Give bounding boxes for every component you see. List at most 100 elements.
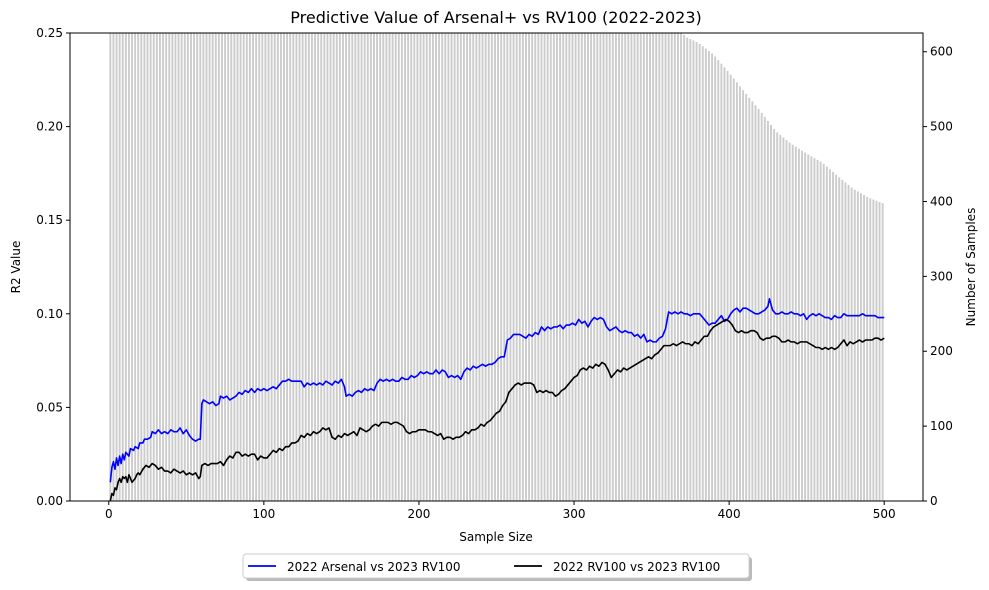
sample-bar <box>773 129 776 501</box>
sample-bar <box>562 33 565 501</box>
sample-bar <box>487 33 490 501</box>
sample-bar <box>866 196 869 501</box>
sample-bar <box>276 33 279 501</box>
sample-bar <box>382 33 385 501</box>
sample-bar <box>782 137 785 501</box>
sample-bar <box>373 33 375 501</box>
sample-bar <box>332 33 335 501</box>
sample-bar <box>611 33 614 501</box>
sample-bar <box>407 33 410 501</box>
sample-bar <box>298 33 301 501</box>
sample-bar <box>295 33 298 501</box>
sample-bar <box>776 132 779 501</box>
sample-bar <box>360 33 363 501</box>
sample-bar <box>797 148 800 501</box>
x-tick-label: 500 <box>873 507 896 521</box>
sample-bar <box>385 33 388 501</box>
sample-bar <box>326 33 329 501</box>
sample-bar <box>397 33 400 501</box>
sample-bar <box>475 33 478 501</box>
sample-bar <box>490 33 493 501</box>
sample-bar <box>317 33 320 501</box>
sample-bar <box>481 33 484 501</box>
sample-bar <box>546 33 549 501</box>
y2-tick-label: 600 <box>930 45 953 59</box>
sample-bar <box>124 33 127 501</box>
sample-bar <box>506 33 509 501</box>
sample-bar <box>794 146 797 502</box>
sample-bar <box>590 33 593 501</box>
y2-tick-label: 200 <box>930 344 953 358</box>
sample-bar <box>515 33 518 501</box>
sample-bar <box>413 33 416 501</box>
sample-bar <box>636 33 639 501</box>
sample-bar <box>673 33 676 501</box>
sample-bar <box>503 33 506 501</box>
sample-bar <box>270 33 273 501</box>
sample-bar <box>856 191 859 501</box>
sample-bar <box>528 33 531 501</box>
sample-bar <box>357 33 360 501</box>
sample-bar <box>314 33 316 501</box>
sample-bar <box>462 33 465 501</box>
sample-bar <box>351 33 354 501</box>
sample-bar <box>766 120 769 501</box>
sample-bar <box>118 33 121 501</box>
sample-bar <box>698 43 701 502</box>
sample-bar <box>614 33 617 501</box>
sample-bar <box>701 46 704 501</box>
sample-bar <box>354 33 357 501</box>
sample-bar <box>165 33 168 501</box>
sample-bar <box>580 33 583 501</box>
sample-bar <box>779 134 782 501</box>
sample-bar <box>438 33 441 501</box>
sample-bar <box>453 33 456 501</box>
sample-bar <box>205 33 208 501</box>
sample-bar <box>217 33 220 501</box>
sample-bar <box>190 33 192 501</box>
sample-bar <box>723 67 726 502</box>
sample-bar <box>630 33 633 501</box>
sample-bar <box>655 33 658 501</box>
sample-bar <box>335 33 338 501</box>
sample-bar <box>642 33 645 501</box>
sample-bar <box>608 33 611 501</box>
r2-series-lines <box>109 298 885 502</box>
sample-bar <box>379 33 382 501</box>
sample-bar <box>667 33 670 501</box>
sample-bar <box>283 33 285 501</box>
sample-bar <box>428 33 431 501</box>
sample-bar <box>196 33 199 501</box>
sample-bar <box>788 142 791 502</box>
sample-bar <box>720 63 723 501</box>
sample-bar <box>531 33 534 501</box>
sample-bar <box>593 33 596 501</box>
sample-bar <box>127 33 130 501</box>
sample-bar <box>286 33 289 501</box>
sample-bar <box>525 33 527 501</box>
sample-bar <box>549 33 552 501</box>
sample-bar <box>221 33 223 501</box>
sample-bar <box>807 154 810 501</box>
sample-bar <box>152 33 155 501</box>
y2-tick-label: 0 <box>930 494 938 508</box>
sample-bar <box>348 33 351 501</box>
chart-title: Predictive Value of Arsenal+ vs RV100 (2… <box>290 8 701 27</box>
sample-bar <box>819 161 822 501</box>
sample-bar <box>168 33 171 501</box>
sample-bar <box>559 33 562 501</box>
sample-bar <box>310 33 313 501</box>
sample-bar <box>304 33 307 501</box>
sample-bar <box>618 33 620 501</box>
x-tick-label: 0 <box>105 507 113 521</box>
sample-bar <box>512 33 515 501</box>
sample-bar <box>602 33 605 501</box>
plot-frame <box>69 32 924 502</box>
sample-bar <box>838 177 841 502</box>
y2-tick-label: 300 <box>930 269 953 283</box>
sample-bar <box>227 33 230 501</box>
legend: 2022 Arsenal vs 2023 RV100 2022 RV100 vs… <box>242 553 752 581</box>
sample-bar <box>459 33 462 501</box>
sample-bar <box>323 33 326 501</box>
